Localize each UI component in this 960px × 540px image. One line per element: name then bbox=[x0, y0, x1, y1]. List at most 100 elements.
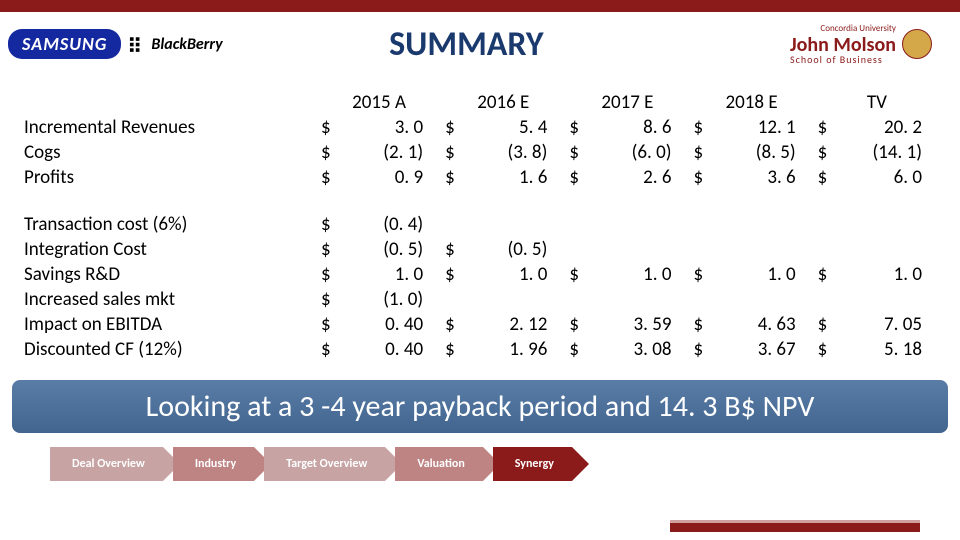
s2-cur-0-2 bbox=[565, 212, 595, 237]
s2-val-0-3 bbox=[719, 212, 813, 237]
s2-cur-1-3 bbox=[690, 237, 720, 262]
brand-bar bbox=[0, 0, 960, 12]
s1-cur-1-0: $ bbox=[317, 140, 347, 165]
jm-line2: School of Business bbox=[790, 55, 896, 65]
s2-val-2-3: 1. 0 bbox=[719, 262, 813, 287]
s2-label-1: Integration Cost bbox=[20, 237, 317, 262]
s2-val-3-1 bbox=[471, 287, 565, 312]
s2-val-1-0: (0. 5) bbox=[347, 237, 441, 262]
s1-val-2-3: 3. 6 bbox=[719, 165, 813, 190]
jm-line1: John Molson bbox=[790, 35, 896, 55]
s2-val-0-1 bbox=[471, 212, 565, 237]
s1-label-1: Cogs bbox=[20, 140, 317, 165]
s1-cur-0-2: $ bbox=[565, 115, 595, 140]
s1-label-2: Profits bbox=[20, 165, 317, 190]
bottom-accent-bar bbox=[670, 520, 920, 532]
col-header-0: 2015 A bbox=[317, 90, 441, 115]
s2-val-0-2 bbox=[595, 212, 689, 237]
s1-cur-2-2: $ bbox=[565, 165, 595, 190]
nav-valuation[interactable]: Valuation bbox=[395, 447, 482, 481]
s2-cur-0-3 bbox=[690, 212, 720, 237]
s1-cur-1-2: $ bbox=[565, 140, 595, 165]
s2-cur-2-3: $ bbox=[690, 262, 720, 287]
s2-cur-2-4: $ bbox=[814, 262, 844, 287]
s2-label-2: Savings R&D bbox=[20, 262, 317, 287]
s2-val-1-2 bbox=[595, 237, 689, 262]
s2-val-5-2: 3. 08 bbox=[595, 337, 689, 362]
financial-table: 2015 A2016 E2017 E2018 ETVIncremental Re… bbox=[20, 90, 940, 362]
samsung-logo: SAMSUNG bbox=[8, 29, 121, 59]
hdr-blank bbox=[20, 90, 317, 115]
summary-banner: Looking at a 3 -4 year payback period an… bbox=[12, 380, 948, 433]
s1-cur-2-4: $ bbox=[814, 165, 844, 190]
nav-target-overview[interactable]: Target Overview bbox=[264, 447, 385, 481]
s2-cur-2-0: $ bbox=[317, 262, 347, 287]
s1-label-0: Incremental Revenues bbox=[20, 115, 317, 140]
nav-deal-overview[interactable]: Deal Overview bbox=[50, 447, 163, 481]
s2-cur-2-2: $ bbox=[565, 262, 595, 287]
s1-val-1-2: (6. 0) bbox=[595, 140, 689, 165]
university-seal-icon bbox=[902, 29, 932, 59]
s2-cur-5-1: $ bbox=[441, 337, 471, 362]
s2-val-3-4 bbox=[843, 287, 940, 312]
s2-cur-3-1 bbox=[441, 287, 471, 312]
page-title: SUMMARY bbox=[143, 24, 790, 65]
s2-val-3-3 bbox=[719, 287, 813, 312]
s1-cur-0-3: $ bbox=[690, 115, 720, 140]
nav-synergy[interactable]: Synergy bbox=[493, 447, 572, 481]
s2-val-0-4 bbox=[843, 212, 940, 237]
header: SAMSUNG BlackBerry SUMMARY Concordia Uni… bbox=[0, 12, 960, 72]
s2-val-5-3: 3. 67 bbox=[719, 337, 813, 362]
s2-val-0-0: (0. 4) bbox=[347, 212, 441, 237]
s2-val-2-1: 1. 0 bbox=[471, 262, 565, 287]
s1-cur-2-3: $ bbox=[690, 165, 720, 190]
s2-cur-3-3 bbox=[690, 287, 720, 312]
blackberry-icon bbox=[127, 34, 147, 54]
s1-val-2-0: 0. 9 bbox=[347, 165, 441, 190]
nav-chevrons: Deal Overview Industry Target Overview V… bbox=[0, 433, 960, 481]
s2-cur-4-1: $ bbox=[441, 312, 471, 337]
s2-val-2-0: 1. 0 bbox=[347, 262, 441, 287]
s1-cur-2-0: $ bbox=[317, 165, 347, 190]
s2-cur-3-4 bbox=[814, 287, 844, 312]
s2-cur-1-2 bbox=[565, 237, 595, 262]
s2-val-2-2: 1. 0 bbox=[595, 262, 689, 287]
s1-val-2-4: 6. 0 bbox=[843, 165, 940, 190]
s1-cur-0-4: $ bbox=[814, 115, 844, 140]
s2-cur-2-1: $ bbox=[441, 262, 471, 287]
right-logo: Concordia University John Molson School … bbox=[790, 24, 932, 65]
s2-val-5-4: 5. 18 bbox=[843, 337, 940, 362]
s1-cur-1-4: $ bbox=[814, 140, 844, 165]
s1-cur-0-1: $ bbox=[441, 115, 471, 140]
s2-cur-4-4: $ bbox=[814, 312, 844, 337]
s1-cur-1-1: $ bbox=[441, 140, 471, 165]
s2-val-4-2: 3. 59 bbox=[595, 312, 689, 337]
concordia-label: Concordia University bbox=[790, 24, 896, 33]
s2-val-3-2 bbox=[595, 287, 689, 312]
s1-val-0-1: 5. 4 bbox=[471, 115, 565, 140]
s1-val-2-2: 2. 6 bbox=[595, 165, 689, 190]
s1-val-0-3: 12. 1 bbox=[719, 115, 813, 140]
s2-label-0: Transaction cost (6%) bbox=[20, 212, 317, 237]
s2-val-5-1: 1. 96 bbox=[471, 337, 565, 362]
s2-val-3-0: (1. 0) bbox=[347, 287, 441, 312]
s1-val-1-3: (8. 5) bbox=[719, 140, 813, 165]
s2-val-4-0: 0. 40 bbox=[347, 312, 441, 337]
s2-val-1-4 bbox=[843, 237, 940, 262]
nav-industry[interactable]: Industry bbox=[173, 447, 254, 481]
s2-val-1-1: (0. 5) bbox=[471, 237, 565, 262]
s2-label-4: Impact on EBITDA bbox=[20, 312, 317, 337]
s1-val-2-1: 1. 6 bbox=[471, 165, 565, 190]
s2-label-5: Discounted CF (12%) bbox=[20, 337, 317, 362]
s1-val-1-0: (2. 1) bbox=[347, 140, 441, 165]
s1-val-0-0: 3. 0 bbox=[347, 115, 441, 140]
s1-val-0-2: 8. 6 bbox=[595, 115, 689, 140]
col-header-2: 2017 E bbox=[565, 90, 689, 115]
col-header-3: 2018 E bbox=[690, 90, 814, 115]
s2-cur-5-4: $ bbox=[814, 337, 844, 362]
s2-cur-5-0: $ bbox=[317, 337, 347, 362]
s2-cur-4-2: $ bbox=[565, 312, 595, 337]
s2-cur-1-4 bbox=[814, 237, 844, 262]
s2-val-4-1: 2. 12 bbox=[471, 312, 565, 337]
s2-val-2-4: 1. 0 bbox=[843, 262, 940, 287]
